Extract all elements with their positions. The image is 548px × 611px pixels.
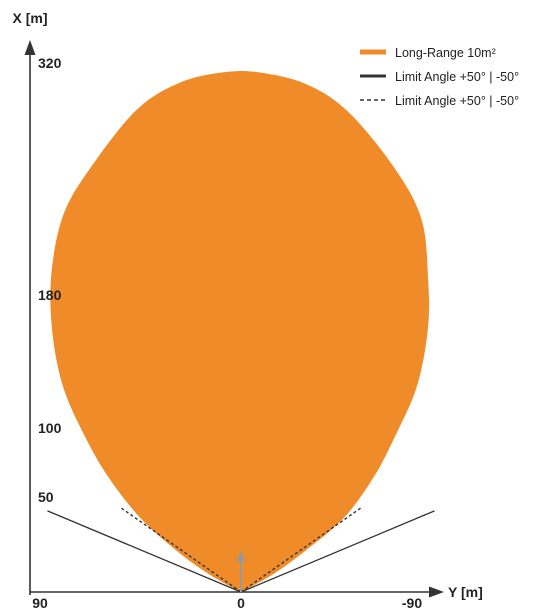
legend-label-limit-solid: Limit Angle +50° | -50° — [395, 70, 519, 84]
legend-label-limit-dashed: Limit Angle +50° | -50° — [395, 94, 519, 108]
x-tick-label-0: 0 — [237, 595, 245, 611]
y-axis-arrow-icon — [24, 40, 36, 55]
legend-label-long-range: Long-Range 10m² — [395, 46, 496, 60]
y-tick-label-100: 100 — [38, 420, 62, 436]
x-tick-label-neg90: -90 — [402, 595, 422, 611]
y-tick-label-180: 180 — [38, 287, 62, 303]
y-tick-labels: 320 180 100 50 — [38, 55, 62, 505]
annotation-layer — [236, 550, 246, 592]
limit-solid-line-right — [240, 510, 435, 593]
legend: Long-Range 10m² Limit Angle +50° | -50° … — [360, 46, 519, 108]
y-axis-label: X [m] — [13, 10, 48, 26]
lines-layer — [47, 507, 435, 593]
limit-solid-line-left — [47, 510, 242, 593]
direction-arrow-icon — [236, 550, 246, 562]
limit-dashed-line-right — [240, 507, 362, 593]
x-tick-labels: 90 0 -90 — [32, 595, 422, 611]
area-layer — [50, 70, 430, 592]
x-axis-arrow-icon — [429, 586, 444, 598]
x-tick-label-90: 90 — [32, 595, 48, 611]
y-tick-label-50: 50 — [38, 489, 54, 505]
limit-dashed-line-left — [120, 507, 242, 593]
y-tick-label-320: 320 — [38, 55, 62, 71]
long-range-area — [50, 70, 430, 592]
x-axis-label: Y [m] — [448, 584, 483, 600]
